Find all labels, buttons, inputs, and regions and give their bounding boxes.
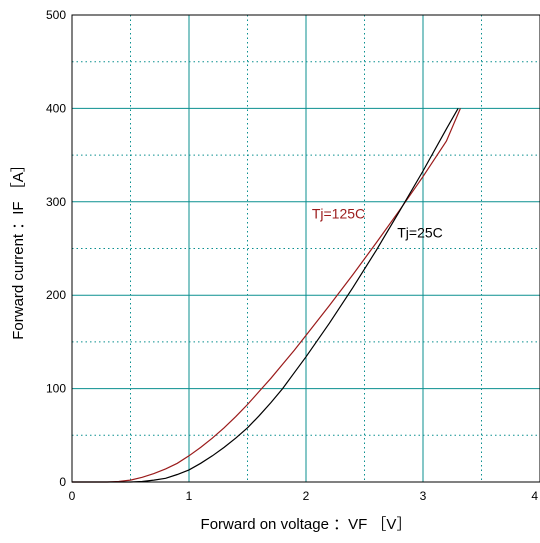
series-label: Tj=125C (312, 206, 365, 222)
x-tick-label: 3 (420, 489, 427, 503)
series-layer (72, 108, 461, 483)
grid-lines (72, 15, 540, 482)
y-tick-label: 200 (46, 288, 66, 302)
series-line-tj25c (72, 108, 459, 483)
x-axis-label: Forward on voltage ：VF ［V］ (201, 516, 412, 533)
y-tick-label: 500 (46, 8, 66, 22)
y-tick-label: 0 (59, 475, 66, 489)
x-tick-label: 2 (303, 489, 310, 503)
plot-frame (71, 14, 540, 483)
x-tick-label: 1 (186, 489, 193, 503)
y-tick-label: 400 (46, 101, 66, 115)
series-annotations: Tj=125C Tj=25C (312, 206, 443, 241)
x-tick-label: 4 (531, 489, 538, 503)
series-line-tj125c (72, 108, 461, 483)
x-tick-label: 0 (69, 489, 76, 503)
tick-labels: 0 1 2 3 4 0 100 200 300 400 500 (46, 8, 538, 503)
y-axis-label: Forward current ：IF ［A］ (10, 157, 27, 340)
series-label: Tj=25C (397, 224, 443, 240)
y-tick-label: 100 (46, 382, 66, 396)
y-tick-label: 300 (46, 195, 66, 209)
